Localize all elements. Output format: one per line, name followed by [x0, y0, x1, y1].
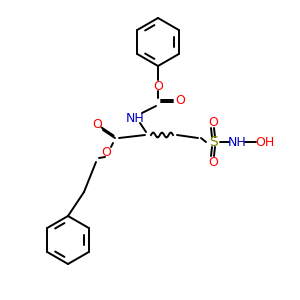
Text: O: O — [208, 116, 218, 128]
Text: O: O — [101, 146, 111, 160]
Text: NH: NH — [126, 112, 144, 124]
Text: OH: OH — [255, 136, 274, 148]
Text: O: O — [92, 118, 102, 131]
Text: S: S — [208, 135, 217, 149]
Text: O: O — [208, 155, 218, 169]
Text: O: O — [175, 94, 185, 107]
Text: NH: NH — [228, 136, 246, 148]
Text: O: O — [153, 80, 163, 92]
